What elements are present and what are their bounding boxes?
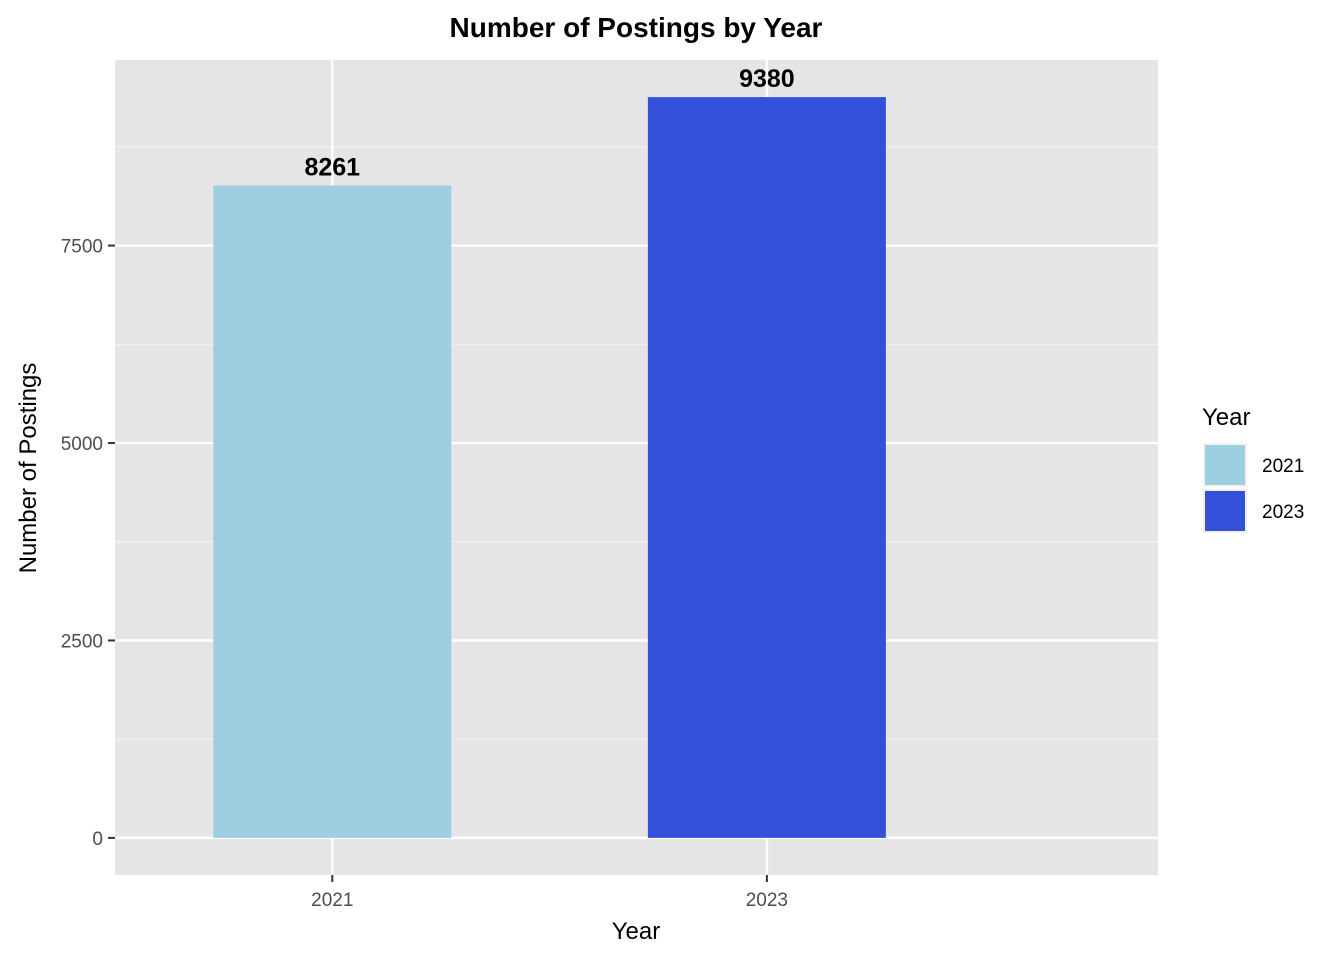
y-tick-label: 5000 (61, 434, 103, 455)
legend: Year 2021 2023 (1202, 404, 1304, 533)
x-axis: 2021 2023 (311, 875, 788, 911)
legend-label-2021: 2021 (1262, 456, 1304, 477)
y-tick-label: 7500 (61, 237, 103, 258)
data-label-2021: 8261 (304, 153, 360, 181)
bar-2023 (647, 97, 886, 838)
x-tick-label: 2023 (746, 890, 788, 911)
y-tick-label: 2500 (61, 631, 103, 652)
x-tick-label: 2021 (311, 890, 353, 911)
legend-swatch-2023 (1205, 491, 1245, 531)
y-axis-title: Number of Postings (15, 363, 42, 574)
legend-swatch-2021 (1205, 445, 1245, 485)
y-axis: 0 2500 5000 7500 (61, 237, 115, 850)
y-tick-label: 0 (92, 829, 103, 850)
bar-2021 (213, 185, 452, 838)
chart-title: Number of Postings by Year (450, 12, 823, 43)
bars (213, 97, 886, 838)
data-label-2023: 9380 (739, 65, 795, 93)
data-labels: 8261 9380 (304, 65, 794, 181)
x-axis-title: Year (612, 918, 661, 945)
legend-label-2023: 2023 (1262, 502, 1304, 523)
legend-entries: 2021 2023 (1203, 443, 1304, 533)
legend-title: Year (1202, 404, 1251, 431)
